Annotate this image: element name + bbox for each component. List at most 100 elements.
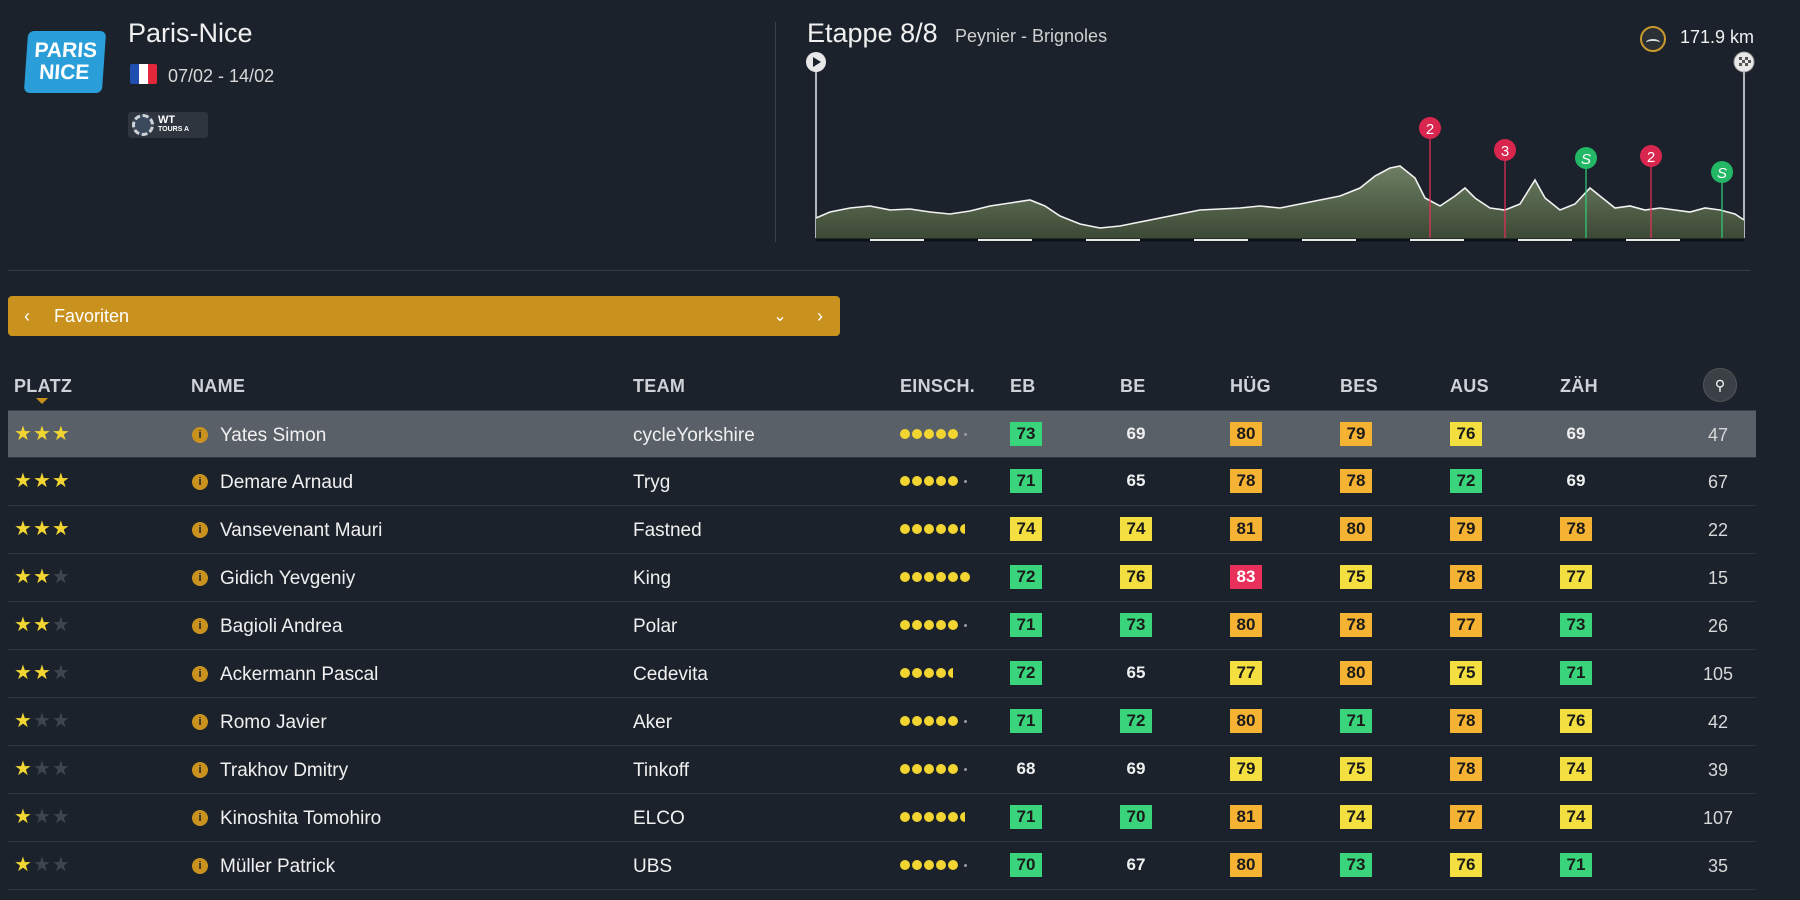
assessment-dots xyxy=(900,716,967,726)
info-icon[interactable]: i xyxy=(192,427,208,443)
climb-marker[interactable]: 3 xyxy=(1494,139,1516,238)
table-row[interactable]: ★ ★ ★ i Ackermann Pascal Cedevita 72 65 77 80 75 71… xyxy=(8,650,1756,698)
column-be[interactable]: BE xyxy=(1120,376,1146,396)
star-icon: ★ xyxy=(14,758,32,780)
sprint-marker[interactable]: S xyxy=(1575,147,1597,238)
stat-value: 67 xyxy=(1126,855,1146,874)
rider-name[interactable]: Demare Arnaud xyxy=(220,472,354,493)
stat-value: 74 xyxy=(1120,517,1152,541)
sprint-marker[interactable]: S xyxy=(1711,161,1733,238)
table-row[interactable]: ★ ★ ★ i Gidich Yevgeniy King 72 76 83 75 78 77 15 xyxy=(8,554,1756,602)
column-bes[interactable]: BES xyxy=(1340,376,1378,396)
assessment-dot xyxy=(912,620,922,630)
assessment-dot-empty xyxy=(964,863,967,867)
table-row[interactable]: ★ ★ ★ i Yates Simon cycleYorkshire 73 69 80 79 76 6… xyxy=(8,410,1756,458)
list-selector-label[interactable]: Favoriten xyxy=(54,305,130,326)
rating-stars: ★ ★ ★ xyxy=(14,807,70,827)
rating-stars: ★ ★ ★ xyxy=(14,855,70,875)
column-zah[interactable]: ZÄH xyxy=(1560,376,1598,396)
worldtour-icon xyxy=(132,114,154,136)
star-icon: ★ xyxy=(51,662,70,684)
stat-value: 71 xyxy=(1560,853,1592,877)
info-icon[interactable]: i xyxy=(192,474,208,490)
stat-value: 78 xyxy=(1340,613,1372,637)
rider-name[interactable]: Trakhov Dmitry xyxy=(220,760,349,781)
star-icon: ★ xyxy=(51,806,70,828)
rider-name[interactable]: Yates Simon xyxy=(220,425,327,446)
table-row[interactable]: ★ ★ ★ i Trakhov Dmitry Tinkoff 68 69 79 75 78 74 39 xyxy=(8,746,1756,794)
stage-title: Etappe 8/8 xyxy=(807,18,938,48)
table-row[interactable]: ★ ★ ★ i Bagioli Andrea Polar 71 73 80 78 77 73 26 xyxy=(8,602,1756,650)
rider-name[interactable]: Bagioli Andrea xyxy=(220,616,343,637)
rider-name[interactable]: Vansevenant Mauri xyxy=(220,520,383,541)
info-icon[interactable]: i xyxy=(192,570,208,586)
rider-name[interactable]: Müller Patrick xyxy=(220,856,336,877)
column-team[interactable]: TEAM xyxy=(633,376,686,396)
favorite-rank: 35 xyxy=(1707,856,1729,876)
stat-value: 80 xyxy=(1340,661,1372,685)
star-icon: ★ xyxy=(51,710,70,732)
chevron-down-icon[interactable]: ⌄ xyxy=(773,308,787,325)
rating-stars: ★ ★ ★ xyxy=(14,759,70,779)
table-row[interactable]: ★ ★ ★ i Demare Arnaud Tryg 71 65 78 78 72 69 67 xyxy=(8,458,1756,506)
assessment-dot xyxy=(948,476,958,486)
assessment-dot xyxy=(948,620,958,630)
favorite-rank: 42 xyxy=(1707,712,1729,732)
assessment-dot xyxy=(936,429,946,439)
info-icon[interactable]: i xyxy=(192,762,208,778)
assessment-dot xyxy=(924,429,934,439)
next-list-button[interactable]: › xyxy=(817,305,823,326)
star-icon: ★ xyxy=(14,854,32,876)
column-name[interactable]: NAME xyxy=(191,376,246,396)
info-icon[interactable]: i xyxy=(192,858,208,874)
stat-value: 77 xyxy=(1450,805,1482,829)
info-icon[interactable]: i xyxy=(192,810,208,826)
table-row[interactable]: ★ ★ ★ i Vansevenant Mauri Fastned 74 74 81 80 79 78… xyxy=(8,506,1756,554)
cyclist-icon[interactable]: ⚲ xyxy=(1703,368,1737,402)
column-hug[interactable]: HÜG xyxy=(1230,376,1271,396)
star-icon: ★ xyxy=(32,518,51,540)
info-icon[interactable]: i xyxy=(192,618,208,634)
assessment-dots xyxy=(900,620,967,630)
table-row[interactable]: ★ ★ ★ i Kinoshita Tomohiro ELCO 71 70 81 74 77 74 10… xyxy=(8,794,1756,842)
assessment-dot xyxy=(912,716,922,726)
assessment-dot-empty xyxy=(964,623,967,627)
column-einsch[interactable]: EINSCH. xyxy=(900,376,976,396)
stage-profile[interactable]: 2 3 S 2 S xyxy=(800,48,1760,248)
race-header: PARIS NICE Paris-Nice 07/02 - 14/02 WT T… xyxy=(0,0,1800,270)
column-platz[interactable]: PLATZ xyxy=(14,376,73,396)
column-eb[interactable]: EB xyxy=(1010,376,1036,396)
assessment-dot xyxy=(936,620,946,630)
stat-value: 68 xyxy=(1016,759,1036,778)
rating-stars: ★ ★ ★ xyxy=(14,471,70,491)
assessment-dot xyxy=(900,716,910,726)
climb-marker[interactable]: 2 xyxy=(1419,117,1441,238)
stage-route: Peynier - Brignoles xyxy=(955,26,1108,46)
stat-value: 74 xyxy=(1560,805,1592,829)
assessment-dot xyxy=(948,716,958,726)
info-icon[interactable]: i xyxy=(192,714,208,730)
previous-list-button[interactable]: ‹ xyxy=(24,305,30,326)
stat-value: 74 xyxy=(1010,517,1042,541)
stat-value: 76 xyxy=(1560,709,1592,733)
info-icon[interactable]: i xyxy=(192,522,208,538)
rider-name[interactable]: Kinoshita Tomohiro xyxy=(220,808,382,829)
stat-value: 73 xyxy=(1340,853,1372,877)
table-row[interactable]: ★ ★ ★ i Romo Javier Aker 71 72 80 71 78 76 42 xyxy=(8,698,1756,746)
assessment-dot xyxy=(924,812,934,822)
stat-value: 79 xyxy=(1340,422,1372,446)
rider-name[interactable]: Gidich Yevgeniy xyxy=(220,568,356,589)
info-icon[interactable]: i xyxy=(192,666,208,682)
assessment-dot-empty xyxy=(964,767,967,771)
star-icon: ★ xyxy=(51,566,70,588)
table-row[interactable]: ★ ★ ★ i Müller Patrick UBS 70 67 80 73 76 71 35 xyxy=(8,842,1756,890)
elevation-line xyxy=(815,165,1745,229)
rider-name[interactable]: Romo Javier xyxy=(220,712,327,733)
star-icon: ★ xyxy=(14,614,32,636)
rider-name[interactable]: Ackermann Pascal xyxy=(220,664,379,685)
climb-marker[interactable]: 2 xyxy=(1640,145,1662,238)
stat-value: 73 xyxy=(1560,613,1592,637)
stat-value: 83 xyxy=(1230,565,1262,589)
stat-value: 76 xyxy=(1450,853,1482,877)
column-aus[interactable]: AUS xyxy=(1450,376,1489,396)
